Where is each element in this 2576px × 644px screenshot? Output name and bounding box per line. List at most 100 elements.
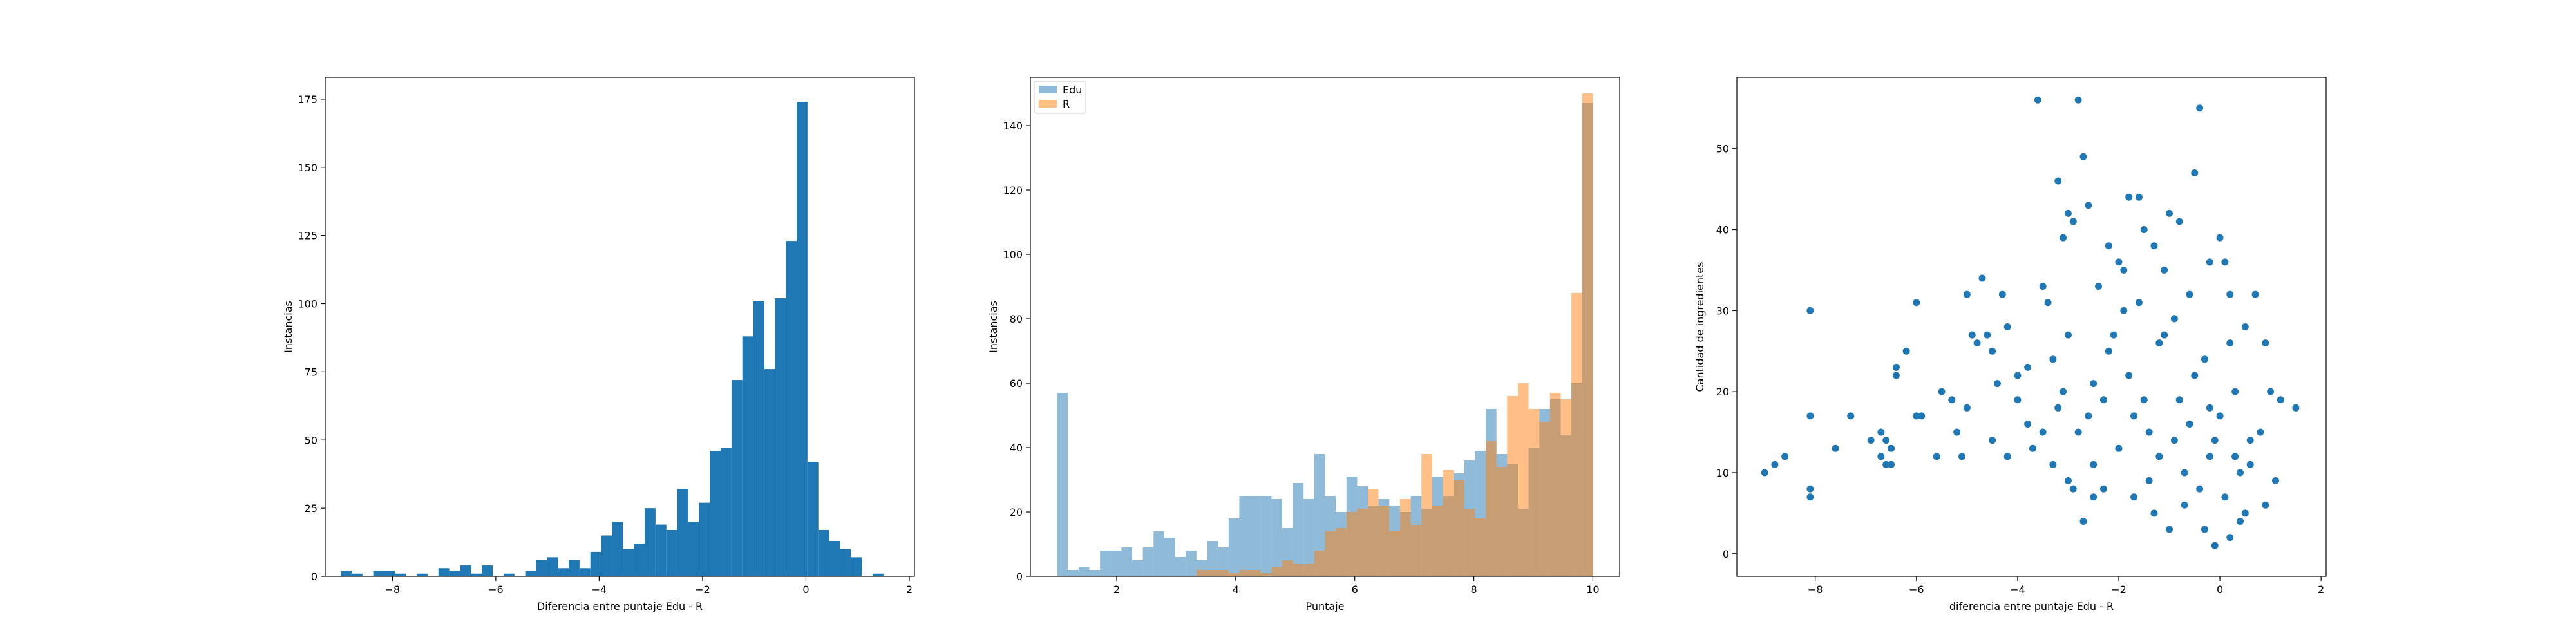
scatter-point xyxy=(1882,437,1890,444)
scatter-point xyxy=(1806,485,1814,493)
histogram-bar xyxy=(818,530,829,576)
x-tick-label: −2 xyxy=(695,583,710,596)
scatter-point xyxy=(2231,388,2239,395)
histogram-bar-edu xyxy=(1239,496,1251,576)
scatter-point xyxy=(1806,493,1814,501)
scatter-point xyxy=(1953,428,1961,436)
scatter-point xyxy=(2170,437,2178,444)
scatter-point xyxy=(2120,307,2128,314)
histogram-bar xyxy=(384,571,395,576)
scatter-point xyxy=(2221,493,2229,501)
scatter-point xyxy=(2074,428,2082,436)
scatter-point xyxy=(2115,258,2123,266)
histogram-bar-edu xyxy=(1078,567,1090,576)
x-tick-label: 6 xyxy=(1352,583,1358,596)
x-tick-label: 0 xyxy=(802,583,809,596)
scatter-point xyxy=(1902,347,1910,355)
histogram-bar xyxy=(438,568,450,576)
y-tick-label: 50 xyxy=(1716,143,1729,155)
histogram-bar-r xyxy=(1336,528,1347,576)
scatter-point xyxy=(1781,453,1789,460)
scatter-point xyxy=(2125,372,2133,379)
scatter-point xyxy=(1989,437,1996,444)
histogram-bar-edu xyxy=(1250,496,1261,576)
histogram-bar xyxy=(872,573,884,576)
histogram-bar xyxy=(851,557,862,576)
histogram-bar-edu xyxy=(1314,454,1325,576)
scatter-point xyxy=(1918,412,1926,420)
scatter-point xyxy=(1984,331,1991,339)
scatter-point xyxy=(2175,218,2183,225)
scatter-point xyxy=(2085,412,2092,420)
scatter-point xyxy=(2074,96,2082,104)
scatter-point xyxy=(2105,242,2112,250)
histogram-bar xyxy=(579,568,591,576)
scatter-point xyxy=(2060,234,2067,242)
x-tick-label: 0 xyxy=(2217,583,2223,596)
histogram-score-bars xyxy=(1057,93,1593,576)
x-tick-label: 4 xyxy=(1233,583,1239,596)
scatter-point xyxy=(2085,202,2092,209)
scatter-point xyxy=(2236,517,2244,525)
scatter-point xyxy=(2024,363,2032,371)
histogram-bar-r xyxy=(1464,509,1475,576)
histogram-bar xyxy=(590,551,601,576)
histogram-score-ylabel: Instancias xyxy=(987,301,999,353)
histogram-bar xyxy=(731,380,743,576)
scatter-point xyxy=(2024,420,2032,428)
scatter-point xyxy=(1958,453,1966,460)
scatter-point xyxy=(2034,96,2041,104)
histogram-bar-r xyxy=(1378,506,1390,576)
histogram-difference-xlabel: Diferencia entre puntaje Edu - R xyxy=(537,600,703,612)
y-tick-label: 80 xyxy=(1010,313,1023,325)
x-tick-label: −2 xyxy=(2111,583,2126,596)
scatter-point xyxy=(2130,493,2138,501)
scatter-point xyxy=(2135,299,2143,307)
histogram-bar xyxy=(645,508,656,576)
scatter-point xyxy=(2191,169,2199,176)
scatter-point xyxy=(2201,526,2209,533)
scatter-point xyxy=(2069,218,2077,225)
histogram-bar-r xyxy=(1389,531,1400,576)
scatter-xlabel: diferencia entre puntaje Edu - R xyxy=(1949,600,2114,612)
scatter-point xyxy=(2003,453,2011,460)
histogram-bar-r xyxy=(1443,470,1454,576)
x-tick-label: 2 xyxy=(2318,583,2324,596)
scatter-point xyxy=(2039,283,2047,290)
scatter-point xyxy=(2049,355,2057,363)
scatter-point xyxy=(2110,331,2117,339)
scatter-point xyxy=(1877,453,1885,460)
histogram-bar-r xyxy=(1571,293,1582,576)
histogram-bar-edu xyxy=(1218,547,1229,576)
histogram-bar xyxy=(417,573,428,576)
scatter-point xyxy=(2150,509,2158,517)
scatter-point xyxy=(2216,412,2224,420)
scatter-point xyxy=(2206,404,2213,412)
scatter-point xyxy=(1993,380,2001,388)
histogram-bar xyxy=(634,544,645,576)
x-tick-label: −4 xyxy=(592,583,607,596)
histogram-bar-r xyxy=(1421,454,1432,576)
scatter-point xyxy=(2155,339,2163,347)
histogram-bar-edu xyxy=(1068,570,1079,576)
histogram-bar xyxy=(351,573,363,576)
y-tick-label: 0 xyxy=(311,571,317,583)
y-tick-label: 60 xyxy=(1010,377,1023,390)
histogram-bar-r xyxy=(1399,499,1411,576)
histogram-bar xyxy=(612,522,623,576)
histogram-bar-r xyxy=(1368,489,1379,576)
histogram-bar-r xyxy=(1528,409,1540,576)
scatter-point xyxy=(2231,453,2239,460)
scatter-point xyxy=(2120,266,2128,274)
y-tick-label: 50 xyxy=(305,434,317,446)
histogram-bar-edu xyxy=(1207,541,1218,576)
histogram-bar-edu xyxy=(1260,496,1272,576)
x-tick-label: 10 xyxy=(1586,583,1599,596)
scatter-point xyxy=(2257,428,2264,436)
scatter-point xyxy=(2236,469,2244,477)
histogram-bar-r xyxy=(1549,393,1561,576)
scatter-point xyxy=(2155,453,2163,460)
histogram-bar xyxy=(655,524,667,576)
histogram-bar xyxy=(666,530,677,576)
